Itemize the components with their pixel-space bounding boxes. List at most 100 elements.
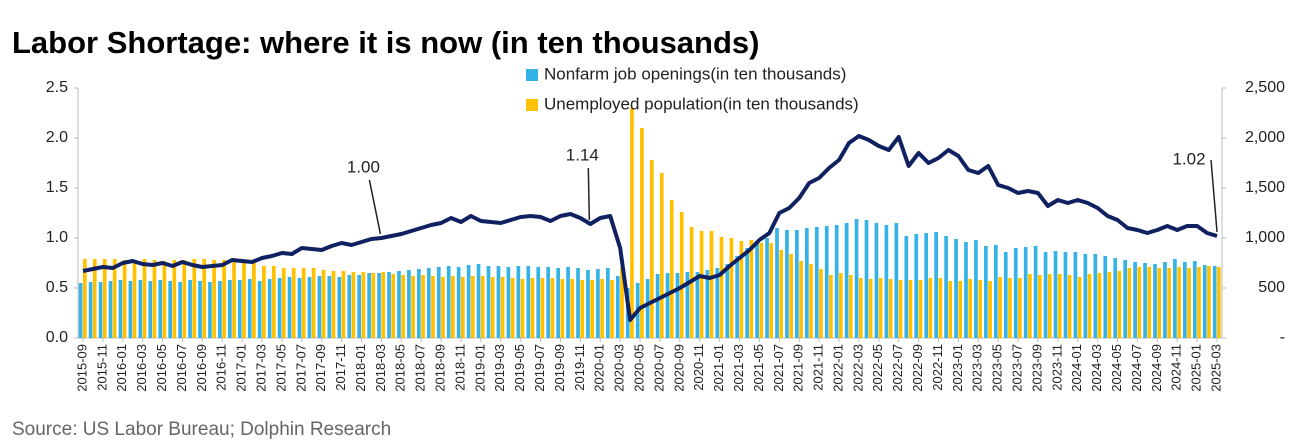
bar [958, 281, 963, 338]
bar [377, 273, 381, 338]
bar [490, 277, 495, 338]
bar [705, 270, 710, 338]
y2-tick-label: 1,000 [1245, 229, 1285, 246]
bar [510, 278, 515, 338]
x-tick-label: 2024-09 [1149, 344, 1164, 392]
bar [904, 236, 909, 338]
x-tick-label: 2020-11 [691, 344, 706, 391]
bar [606, 268, 610, 338]
x-tick-label: 2023-11 [1049, 344, 1064, 391]
bar [108, 281, 113, 338]
bar [138, 280, 143, 338]
legend-label: Unemployed population(in ten thousands) [544, 94, 859, 113]
bar [1143, 263, 1147, 338]
bar [178, 282, 182, 338]
bar [954, 239, 958, 338]
bar [596, 269, 600, 338]
x-tick-label: 2021-05 [751, 344, 766, 392]
bar [202, 259, 207, 338]
bar [327, 276, 332, 338]
bar [208, 282, 212, 338]
y2-tick-label: 2,500 [1245, 79, 1285, 96]
bar [874, 223, 879, 338]
bar [257, 281, 262, 338]
bar [1207, 266, 1211, 338]
bar [566, 267, 570, 338]
x-tick-label: 2024-07 [1129, 344, 1144, 392]
x-tick-label: 2020-01 [592, 344, 607, 392]
bar [894, 223, 899, 338]
bar [964, 242, 968, 338]
bar [281, 268, 286, 338]
x-tick-label: 2020-03 [612, 344, 627, 392]
x-tick-label: 2018-09 [433, 344, 448, 392]
bar [118, 280, 123, 338]
bar [148, 281, 153, 338]
bar [785, 230, 789, 338]
bar [590, 280, 594, 338]
bar [984, 246, 988, 338]
bar [357, 275, 362, 338]
bar [729, 238, 734, 338]
x-tick-label: 2023-01 [950, 344, 965, 392]
x-tick-label: 2023-05 [990, 344, 1005, 392]
bar [550, 278, 555, 338]
bar [1018, 278, 1022, 338]
bar [1133, 262, 1137, 338]
bar [476, 264, 481, 338]
bar [1093, 254, 1098, 338]
y-tick-label: 1.0 [46, 229, 68, 246]
bar [82, 259, 87, 338]
bar [1033, 246, 1038, 338]
bar [341, 271, 346, 338]
x-tick-label: 2020-09 [671, 344, 686, 392]
bar [212, 260, 216, 338]
x-tick-label: 2018-01 [353, 344, 368, 392]
y-tick-label: 2.0 [46, 129, 68, 146]
bar [321, 270, 326, 338]
bar [247, 279, 252, 338]
bar [1073, 252, 1078, 338]
x-tick-label: 2024-03 [1089, 344, 1104, 392]
bar [516, 266, 521, 338]
x-tick-label: 2022-09 [910, 344, 925, 392]
bar [749, 240, 754, 338]
bar [1023, 247, 1028, 338]
bar [645, 279, 650, 338]
bar [411, 276, 415, 338]
bar [142, 259, 147, 338]
bar [1137, 267, 1142, 338]
bar [809, 264, 813, 338]
bar [331, 271, 336, 338]
bar [456, 267, 461, 338]
bar [848, 275, 853, 338]
bar [232, 262, 236, 338]
bar [765, 238, 769, 338]
bar [397, 271, 401, 338]
x-tick-label: 2018-05 [393, 344, 408, 392]
bar [1107, 272, 1112, 338]
bar [675, 273, 680, 338]
bar [480, 276, 485, 338]
y-tick-label: 2.5 [46, 79, 68, 96]
bar [600, 279, 604, 338]
bar [1123, 260, 1127, 338]
bar [695, 272, 700, 338]
x-tick-label: 2021-11 [811, 344, 826, 391]
bar [968, 279, 973, 338]
bar [699, 231, 704, 338]
bar [267, 279, 272, 338]
bar [417, 269, 421, 338]
x-tick-label: 2016-03 [134, 344, 149, 392]
bar [546, 267, 551, 338]
bar [1153, 264, 1157, 338]
bar [1157, 268, 1162, 338]
bar [735, 256, 740, 338]
bar [182, 260, 187, 338]
bar [938, 278, 943, 338]
bar [858, 278, 863, 338]
bar [759, 243, 764, 338]
bar [988, 281, 992, 338]
bar [431, 276, 435, 338]
y2-tick-label: - [1280, 329, 1285, 346]
